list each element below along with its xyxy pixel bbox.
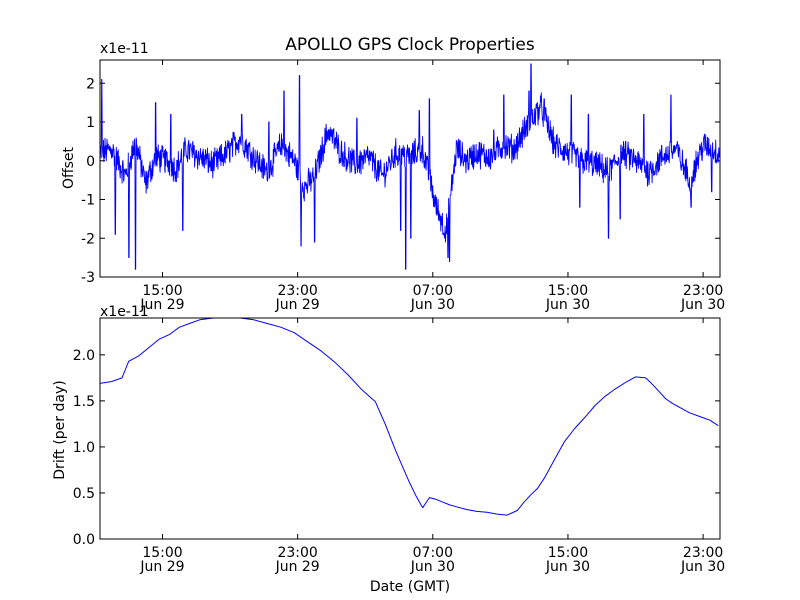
drift-y-tick-label: 1.5 [73, 394, 95, 410]
drift-x-axis-label: Date (GMT) [370, 579, 450, 595]
offset-x-tick-date: Jun 29 [139, 297, 184, 313]
offset-y-tick-label: 0 [86, 154, 95, 170]
offset-x-tick-date: Jun 30 [680, 297, 725, 313]
drift-y-tick-label: 1.0 [73, 440, 95, 456]
offset-x-tick-time: 23:00 [683, 283, 723, 299]
offset-x-tick-date: Jun 30 [545, 297, 590, 313]
offset-plot-frame [99, 59, 721, 278]
offset-x-tick-time: 15:00 [548, 283, 588, 299]
offset-x-tick-time: 07:00 [413, 283, 453, 299]
drift-plot-area [100, 318, 720, 539]
offset-series [99, 63, 721, 270]
offset-y-tick-label: 1 [86, 115, 95, 131]
offset-y-tick-label: 2 [86, 76, 95, 92]
drift-series-line [99, 317, 719, 516]
drift-y-tick-label: 0.0 [73, 532, 95, 548]
drift-x-tick-time: 23:00 [277, 545, 317, 561]
offset-y-tick-label: -2 [81, 231, 95, 247]
drift-x-tick-date: Jun 29 [139, 559, 184, 575]
drift-x-tick-time: 15:00 [548, 545, 588, 561]
offset-y-scale-label: x1e-11 [100, 41, 149, 57]
offset-x-tick-date: Jun 30 [410, 297, 455, 313]
drift-x-tick-date: Jun 30 [410, 559, 455, 575]
drift-x-tick-time: 23:00 [683, 545, 723, 561]
drift-x-tick-time: 15:00 [142, 545, 182, 561]
offset-x-tick-date: Jun 29 [275, 297, 320, 313]
offset-series-line [99, 63, 721, 270]
chart-title: APOLLO GPS Clock Properties [285, 35, 535, 55]
drift-x-tick-time: 07:00 [413, 545, 453, 561]
drift-y-axis-label: Drift (per day) [52, 380, 68, 479]
offset-y-tick-label: -1 [81, 193, 95, 209]
drift-x-tick-date: Jun 29 [275, 559, 320, 575]
drift-series [99, 317, 719, 516]
offset-y-axis-label: Offset [61, 146, 77, 189]
offset-x-tick-time: 23:00 [277, 283, 317, 299]
drift-y-tick-label: 0.5 [73, 486, 95, 502]
drift-x-tick-date: Jun 30 [680, 559, 725, 575]
drift-plot-frame [99, 317, 721, 540]
offset-y-tick-label: -3 [81, 270, 95, 286]
offset-x-tick-time: 15:00 [142, 283, 182, 299]
drift-y-scale-label: x1e-11 [100, 304, 149, 320]
drift-x-tick-date: Jun 30 [545, 559, 590, 575]
drift-y-tick-label: 2.0 [73, 348, 95, 364]
